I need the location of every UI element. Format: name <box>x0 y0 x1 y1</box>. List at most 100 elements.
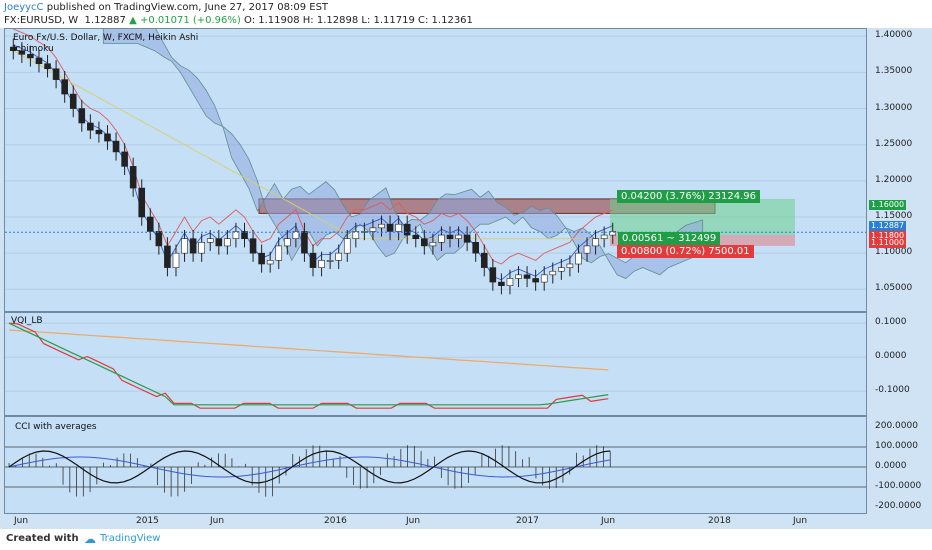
candle-body <box>395 223 402 232</box>
time-tick-label: Jun <box>406 516 421 526</box>
publish-info: published on TradingView.com, June 27, 2… <box>46 2 329 13</box>
candle-body <box>583 245 591 254</box>
time-axis[interactable]: Jun 2015 Jun 2016 Jun 2017 Jun 2018 Jun <box>4 514 867 528</box>
stop-box: 0.00800 (0.72%) 7500.01 <box>617 245 754 258</box>
candle-body <box>540 274 548 283</box>
price-tick-label: 1.20000 <box>875 174 913 185</box>
candle-body <box>318 260 325 268</box>
candle-body <box>95 129 103 135</box>
ohlc-values: O: 1.11908 H: 1.12898 L: 1.11719 C: 1.12… <box>244 15 473 26</box>
candle-body <box>378 223 385 229</box>
candle-body <box>275 245 283 261</box>
candle-body <box>258 252 265 265</box>
candle-body <box>44 63 51 70</box>
candle-body <box>438 234 445 243</box>
price-panel[interactable]: Euro Fx/U.S. Dollar, W, FXCM, Heikin Ash… <box>4 28 867 312</box>
cci-average-line <box>8 456 611 478</box>
main-chart-title: Euro Fx/U.S. Dollar, W, FXCM, Heikin Ash… <box>13 33 199 43</box>
price-tick-label: 1.05000 <box>875 283 913 294</box>
candle-body <box>9 46 17 51</box>
candle-body <box>129 166 137 189</box>
vqi-axis[interactable]: 0.1000 0.0000 -0.1000 <box>867 312 928 416</box>
vqi-panel[interactable]: VQI_LB <box>4 312 867 416</box>
price-tick-label: 1.25000 <box>875 138 913 149</box>
candle-body <box>326 260 334 262</box>
time-tick-label: Jun <box>601 516 616 526</box>
candle-body <box>352 231 360 239</box>
candle-body <box>266 260 274 265</box>
tradingview-brand[interactable]: TradingView <box>100 533 161 544</box>
candle-body <box>69 93 77 109</box>
candle-body <box>386 223 394 232</box>
time-tick-label: 2016 <box>324 516 347 526</box>
candle-body <box>52 68 60 80</box>
candle-body <box>27 54 34 59</box>
candle-body <box>249 238 257 254</box>
chart-header: JoeyycC published on TradingView.com, Ju… <box>0 0 932 28</box>
candle-body <box>523 274 531 279</box>
time-tick-label: 2018 <box>708 516 731 526</box>
time-tick-label: 2017 <box>516 516 539 526</box>
candle-body <box>224 238 231 247</box>
author-name[interactable]: JoeyycC <box>4 2 44 13</box>
candle-body <box>506 278 514 286</box>
last-price: 1.12887 <box>84 15 126 26</box>
candle-body <box>35 57 43 65</box>
candle-body <box>146 216 154 232</box>
vqi-line <box>8 322 609 409</box>
candle-body <box>480 252 488 268</box>
candle-body <box>232 231 240 239</box>
candle-body <box>189 238 197 254</box>
candle-body <box>489 267 497 283</box>
candle-body <box>532 278 539 283</box>
candle-body <box>61 79 68 95</box>
candle-body <box>138 187 146 218</box>
candle-body <box>575 252 582 265</box>
candle-body <box>206 238 214 243</box>
price-tick-label: 1.40000 <box>875 30 913 41</box>
cci-tick-label: 0.0000 <box>875 461 907 471</box>
candle-body <box>78 108 86 124</box>
candle-body <box>455 234 462 239</box>
candle-body <box>369 227 377 232</box>
candle-body <box>343 238 351 254</box>
cci-tick-label: -100.0000 <box>875 481 922 491</box>
created-with-label: Created with <box>6 533 79 544</box>
symbol-label[interactable]: FX:EURUSD, W <box>4 15 79 26</box>
price-tick-label: 1.15000 <box>875 211 913 221</box>
midpoint-box: 0.00561 ~ 312499 <box>618 232 721 245</box>
price-chart <box>5 29 866 295</box>
candle-body <box>215 238 223 247</box>
tradingview-logo-icon: ☁ <box>84 532 96 546</box>
candle-body <box>301 231 308 254</box>
price-tag-target: 1.16000 <box>869 200 907 210</box>
candle-body <box>284 238 291 247</box>
price-axis[interactable]: 1.40000 1.35000 1.30000 1.25000 1.20000 1.150… <box>867 28 928 312</box>
time-tick-label: Jun <box>793 516 808 526</box>
cci-panel[interactable]: CCI with averages <box>4 416 867 514</box>
time-tick-label: Jun <box>14 516 29 526</box>
cci-tick-label: -200.0000 <box>875 501 922 511</box>
candle-body <box>549 270 557 276</box>
candle-body <box>609 231 617 236</box>
candle-body <box>421 238 428 247</box>
candle-body <box>515 274 522 279</box>
vqi-title[interactable]: VQI_LB <box>11 316 43 326</box>
candle-body <box>403 223 411 236</box>
cci-title[interactable]: CCI with averages <box>15 422 97 432</box>
candle-body <box>198 242 205 254</box>
time-tick-label: Jun <box>210 516 225 526</box>
cci-tick-label: 200.0000 <box>875 421 918 431</box>
ichimoku-label[interactable]: Ichimoku <box>13 44 54 54</box>
vqi-tick-label: -0.1000 <box>875 385 910 396</box>
cci-smoothed-line <box>8 450 611 484</box>
candle-body <box>335 252 342 261</box>
candle-body <box>558 267 565 272</box>
vqi-chart <box>5 322 866 409</box>
candle-body <box>155 231 163 247</box>
vqi-signal-line <box>8 329 609 371</box>
cci-axis[interactable]: 200.0000 100.0000 0.0000 -100.0000 -200.0000 <box>867 416 928 514</box>
candle-body <box>18 50 26 55</box>
time-tick-label: 2015 <box>136 516 159 526</box>
candle-body <box>292 231 300 239</box>
